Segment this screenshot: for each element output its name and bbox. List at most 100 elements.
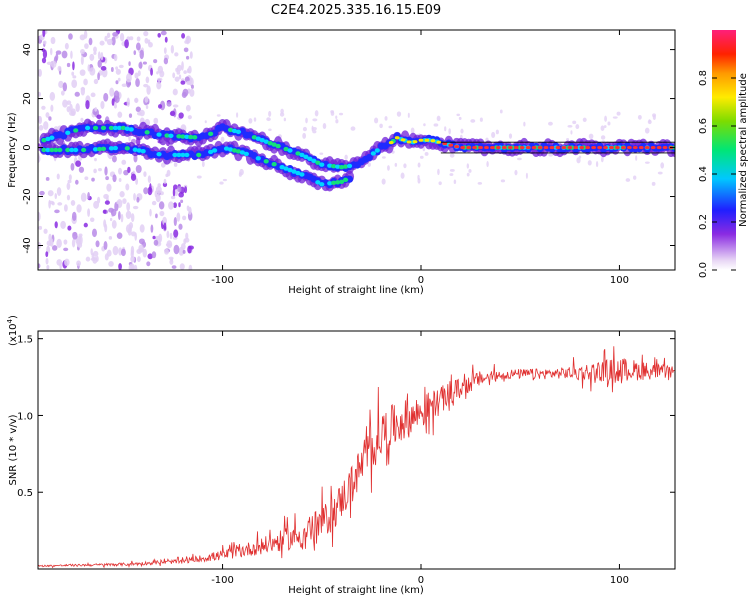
noise-speck <box>162 182 168 188</box>
noise-speck <box>76 260 81 267</box>
signal-peak <box>92 125 99 131</box>
noise-speck <box>236 112 239 118</box>
signal-strong <box>525 145 531 150</box>
noise-speck <box>80 117 84 122</box>
signal-strong <box>418 138 424 142</box>
noise-speck <box>71 79 78 89</box>
noise-speck <box>119 33 125 42</box>
noise-speck <box>156 71 159 75</box>
noise-speck <box>444 126 447 132</box>
noise-speck <box>63 247 69 252</box>
noise-speck <box>106 38 113 46</box>
noise-speck <box>48 116 52 121</box>
noise-speck <box>165 173 169 178</box>
noise-speck <box>143 31 149 37</box>
noise-speck <box>97 51 101 60</box>
noise-speck <box>93 78 99 85</box>
noise-speck <box>180 80 186 85</box>
noise-speck <box>185 232 189 240</box>
noise-speck <box>134 72 139 79</box>
noise-speck <box>268 110 272 117</box>
snr-y-tick-label: 0.5 <box>17 488 33 499</box>
signal-peak <box>279 164 285 170</box>
noise-speck <box>118 64 124 69</box>
noise-speck <box>52 245 58 251</box>
noise-speck <box>157 32 161 38</box>
noise-speck <box>220 136 225 143</box>
spectrogram-y-tick-label: 0 <box>22 144 33 150</box>
noise-speck <box>108 207 114 213</box>
noise-speck <box>135 78 140 88</box>
noise-speck <box>578 155 582 159</box>
signal-peak <box>112 125 118 131</box>
signal-strong <box>466 145 472 150</box>
noise-speck <box>127 227 132 236</box>
signal-peak <box>108 125 115 131</box>
noise-speck <box>166 101 172 107</box>
signal-strong <box>424 138 430 142</box>
noise-speck <box>660 162 665 169</box>
spectrogram-x-label: Height of straight line (km) <box>288 285 424 296</box>
noise-speck <box>106 32 111 39</box>
signal-peak <box>227 127 234 133</box>
signal-strong <box>543 145 549 150</box>
noise-speck <box>178 74 182 80</box>
noise-speck <box>187 245 192 254</box>
noise-speck <box>600 156 604 163</box>
signal-peak <box>263 159 269 164</box>
spectrogram-y-tick-label: 20 <box>22 92 33 105</box>
signal-peak <box>346 163 353 169</box>
signal-core <box>60 132 68 140</box>
colorbar-tick-label: 0.8 <box>698 70 709 86</box>
noise-speck <box>181 33 186 39</box>
noise-speck <box>56 173 60 180</box>
snr-x-tick-label: -100 <box>211 575 234 586</box>
noise-speck <box>253 117 257 122</box>
signal-strong <box>412 140 418 144</box>
noise-speck <box>163 178 167 184</box>
noise-speck <box>94 157 97 162</box>
signal-strong <box>454 144 460 149</box>
noise-speck <box>190 84 194 89</box>
signal-peak <box>235 129 242 135</box>
noise-speck <box>635 155 638 161</box>
snr-scale-prefix: (x10 <box>8 323 19 346</box>
signal-peak <box>231 148 238 153</box>
signal-strong <box>632 145 638 150</box>
signal-peak <box>208 131 214 137</box>
noise-speck <box>183 238 187 245</box>
noise-speck <box>143 171 147 177</box>
noise-speck <box>150 67 153 76</box>
noise-speck <box>62 99 68 108</box>
noise-speck <box>126 97 130 108</box>
noise-speck <box>178 223 183 230</box>
noise-speck <box>70 163 75 171</box>
noise-speck <box>42 30 46 38</box>
noise-speck <box>45 257 49 265</box>
signal-peak <box>144 130 150 135</box>
signal-peak <box>235 149 242 154</box>
noise-speck <box>83 222 88 228</box>
noise-speck <box>178 112 184 119</box>
signal-peak <box>374 148 380 153</box>
signal-strong <box>567 145 573 150</box>
signal-peak <box>339 179 345 185</box>
noise-speck <box>170 195 176 200</box>
noise-speck <box>68 174 72 181</box>
noise-speck <box>133 154 138 163</box>
noise-speck <box>47 190 54 197</box>
signal-peak <box>275 143 281 149</box>
noise-speck <box>147 253 153 260</box>
noise-speck <box>41 105 46 110</box>
noise-speck <box>115 68 121 75</box>
signal-strong <box>603 145 608 150</box>
signal-peak <box>156 151 162 157</box>
noise-speck <box>176 212 181 222</box>
noise-speck <box>500 179 506 183</box>
noise-speck <box>548 121 553 126</box>
svg-text:(x104): (x104) <box>6 315 19 346</box>
noise-speck <box>403 163 407 169</box>
noise-speck <box>396 111 402 117</box>
noise-speck <box>106 249 112 257</box>
